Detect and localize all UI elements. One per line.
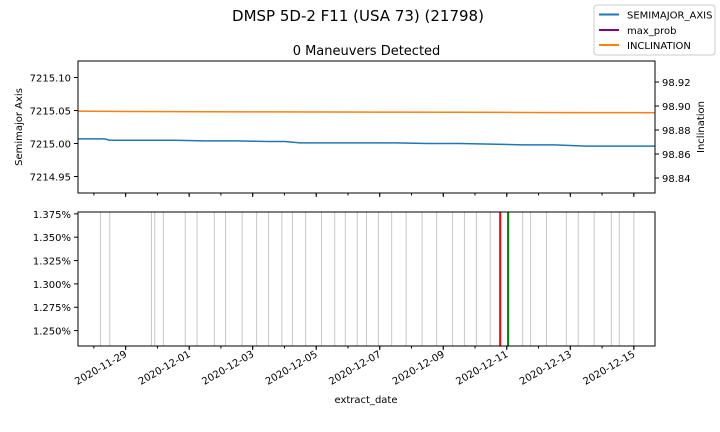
legend-entry-max-prob: max_prob <box>599 26 677 37</box>
top-panel-title: 0 Maneuvers Detected <box>293 44 441 59</box>
top-left-axis-label: Semimajor Axis <box>14 88 25 166</box>
bottom-y-axis: 1.250% 1.275% 1.300% 1.325% 1.350% 1.375% <box>33 210 78 338</box>
bottom-y-axis-tick-label: 1.250% <box>33 327 71 338</box>
top-right-axis-label: Inclination <box>696 101 707 153</box>
legend-frame <box>593 4 716 56</box>
bottom-y-axis-tick-label: 1.300% <box>33 280 71 291</box>
right-axis-tick-label: 98.88 <box>662 126 691 137</box>
left-axis-tick-label: 7215.10 <box>30 74 71 85</box>
figure-suptitle: DMSP 5D-2 F11 (USA 73) (21798) <box>232 7 484 25</box>
top-x-axis <box>93 193 635 197</box>
bottom-panel-frame <box>77 211 656 347</box>
bottom-y-axis-tick-label: 1.350% <box>33 233 71 244</box>
bottom-y-axis-tick-label: 1.375% <box>33 210 71 221</box>
legend-entry-semimajor-axis: SEMIMAJOR_AXIS <box>599 11 712 22</box>
right-axis-tick-label: 98.84 <box>662 174 691 185</box>
left-axis-tick-label: 7215.00 <box>30 140 71 151</box>
top-panel-frame <box>77 60 656 194</box>
top-panel: 0 Maneuvers Detected 7214.95 7215.00 7215.… <box>14 44 707 197</box>
bottom-x-axis-label: extract_date <box>334 395 397 406</box>
legend-entry-inclination: INCLINATION <box>599 41 691 52</box>
right-axis-tick-label: 98.90 <box>662 102 691 113</box>
top-plot-area <box>77 110 656 147</box>
left-axis-tick-label: 7214.95 <box>30 173 71 184</box>
bottom-plot-area <box>77 212 635 346</box>
top-left-axis: 7214.95 7215.00 7215.05 7215.10 <box>30 74 78 184</box>
right-axis-tick-label: 98.92 <box>662 78 691 89</box>
legend-label-max-prob: max_prob <box>627 26 677 37</box>
bottom-y-axis-tick-label: 1.275% <box>33 303 71 314</box>
legend-label-inclination: INCLINATION <box>627 41 691 52</box>
bottom-y-axis-tick-label: 1.325% <box>33 257 71 268</box>
legend: SEMIMAJOR_AXIS max_prob INCLINATION <box>593 4 716 56</box>
top-right-axis: 98.84 98.86 98.88 98.90 98.92 <box>655 78 691 185</box>
right-axis-tick-label: 98.86 <box>662 150 691 161</box>
series-line-inclination <box>77 110 656 114</box>
legend-label-semimajor-axis: SEMIMAJOR_AXIS <box>627 11 712 22</box>
series-line-semimajor-axis <box>78 138 655 147</box>
left-axis-tick-label: 7215.05 <box>30 107 71 118</box>
